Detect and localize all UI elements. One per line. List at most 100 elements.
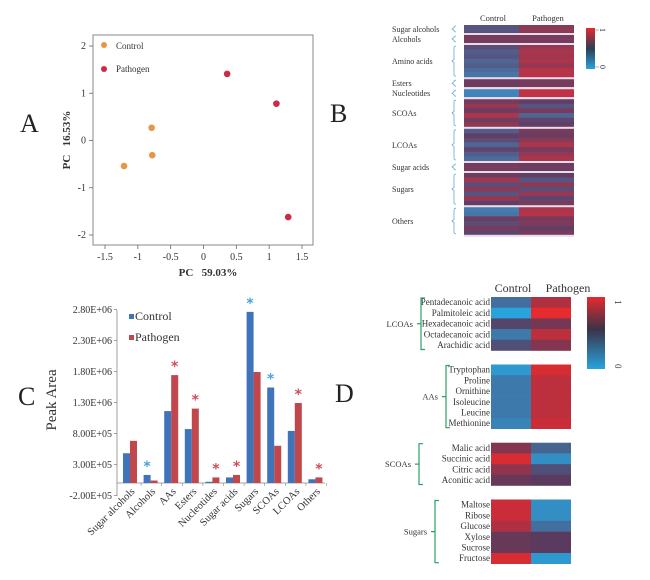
- pathogen-bar: [315, 477, 323, 483]
- category-label: Others: [295, 486, 323, 514]
- heatmap-cell: [464, 138, 519, 143]
- group-bracket: [417, 297, 425, 351]
- panel-label-c: C: [18, 382, 35, 411]
- heatmap-cell: [519, 177, 574, 183]
- y-tick-label: -2: [78, 230, 86, 241]
- heatmap-cell: [464, 191, 519, 197]
- selected-metabolites-heatmap: Control Pathogen Pentadecanoic acidPalmi…: [385, 281, 623, 564]
- heatmap-cell: [464, 54, 519, 60]
- heatmap-cell: [519, 103, 574, 109]
- heatmap-cell: [464, 68, 519, 73]
- heatmap-cell: [464, 29, 519, 33]
- group-label: Sugars: [404, 527, 427, 537]
- metabolite-label: Pentadecanoic acid: [421, 297, 491, 307]
- heatmap-cell: [519, 196, 574, 201]
- heatmap-cell: [531, 499, 571, 511]
- heatmap-cell: [464, 221, 519, 226]
- significance-star: *: [267, 372, 275, 388]
- heatmap-cell: [491, 364, 531, 376]
- heatmap-cell: [464, 93, 519, 98]
- heatmap-cell: [464, 108, 519, 114]
- heatmap-cell: [519, 117, 574, 123]
- colorbar-min-label: 0: [613, 364, 623, 369]
- heatmap-cells: [491, 297, 571, 564]
- pathogen-point: [284, 213, 292, 221]
- significance-star: *: [295, 387, 303, 403]
- y-tick-label: -1: [78, 183, 86, 194]
- heatmap-cell: [491, 464, 531, 476]
- heatmap-cell: [531, 329, 571, 341]
- heatmap-cell: [464, 89, 519, 95]
- heatmap-cell: [491, 329, 531, 341]
- column-header-control: Control: [495, 281, 532, 295]
- metabolite-label: Octadecanoic acid: [424, 329, 491, 339]
- heatmap-cell: [531, 375, 571, 387]
- pathogen-bar: [233, 474, 240, 483]
- heatmap-cell: [531, 553, 571, 564]
- pathogen-bar: [294, 403, 302, 483]
- group-bracket: [415, 443, 423, 486]
- legend-control-swatch: [129, 314, 134, 319]
- metabolite-label: Malic acid: [452, 443, 491, 453]
- group-separator: [464, 205, 574, 208]
- metabolite-label: Citric acid: [452, 464, 490, 474]
- group-label: SCOAs: [392, 109, 416, 118]
- group-label: Others: [392, 217, 413, 226]
- heatmap-cell: [464, 186, 519, 192]
- control-bar: [287, 430, 295, 483]
- y-tick-label: 2: [81, 41, 86, 52]
- heatmap-cells: [464, 25, 574, 237]
- control-point: [148, 151, 156, 159]
- heatmap-cell: [464, 163, 519, 168]
- metabolite-label: Proline: [464, 375, 490, 385]
- y-tick-label: 1.30E+06: [73, 398, 112, 409]
- heatmap-cell: [464, 45, 519, 50]
- panel-label-b: B: [330, 99, 347, 128]
- heatmap-cell: [464, 216, 519, 222]
- heatmap-cell: [519, 133, 574, 139]
- heatmap-cell: [464, 39, 519, 43]
- control-point: [148, 124, 155, 132]
- group-separator: [464, 171, 574, 173]
- heatmap-cell: [531, 442, 571, 454]
- pathogen-bar: [191, 408, 199, 483]
- colorbar: [586, 28, 595, 69]
- group-separator: [464, 161, 574, 163]
- heatmap-cell: [491, 442, 531, 454]
- pathogen-point: [273, 100, 280, 107]
- metabolite-label: Methionine: [449, 418, 491, 428]
- heatmap-cell: [519, 39, 574, 43]
- heatmap-cell: [519, 83, 574, 88]
- control-bar: [308, 479, 316, 483]
- significance-star: *: [171, 359, 179, 375]
- group-bracket: [451, 89, 457, 97]
- heatmap-cell: [491, 499, 531, 511]
- heatmap-cell: [519, 113, 574, 118]
- pathogen-bar: [171, 375, 179, 483]
- control-bar: [143, 474, 151, 483]
- heatmap-cell: [491, 474, 531, 486]
- y-tick-label: 3.00E+05: [73, 460, 112, 471]
- heatmap-cell: [531, 297, 571, 308]
- heatmap-cell: [491, 307, 531, 319]
- metabolite-label: Fructose: [459, 553, 490, 563]
- metabolite-label: Hexadecanoic acid: [422, 319, 491, 329]
- x-axis-title: PC 59.03%: [179, 267, 238, 279]
- metabolite-label: Succinic acid: [442, 454, 491, 464]
- data-points: [120, 70, 292, 221]
- colorbar: [587, 297, 605, 369]
- panel-label-a: A: [20, 109, 39, 138]
- x-tick-label: -1.5: [97, 252, 113, 263]
- group-bracket: [451, 163, 457, 171]
- heatmap-cell: [464, 72, 519, 78]
- group-separator: [464, 77, 574, 80]
- heatmap-cell: [519, 54, 574, 60]
- metabolite-label: Ornithine: [456, 386, 491, 396]
- metabolite-label: Xylose: [465, 532, 491, 542]
- group-label: LCOAs: [387, 319, 413, 329]
- heatmap-cell: [519, 29, 574, 33]
- legend: Control Pathogen: [101, 41, 150, 74]
- heatmap-cell: [464, 156, 519, 162]
- heatmap-cell: [464, 147, 519, 153]
- metabolite-label: Leucine: [461, 408, 490, 418]
